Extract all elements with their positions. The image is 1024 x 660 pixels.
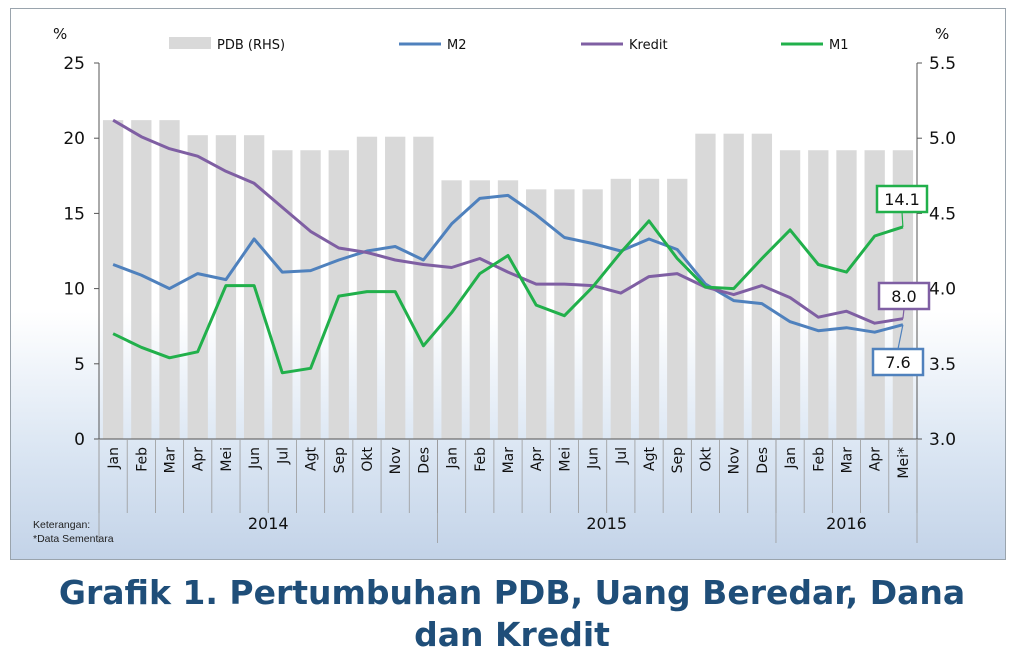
pdb-bar-26 (836, 150, 857, 439)
left-tick-label: 5 (74, 355, 85, 375)
chart-panel: 0 5 10 15 20 25 3.0 3.5 4.0 4.5 5.0 5.5%% Jan Feb Mar A… (10, 8, 1006, 560)
year-label: 2015 (586, 514, 627, 533)
category-label: Apr (868, 447, 884, 471)
category-label: Agt (304, 446, 320, 470)
year-label: 2016 (826, 514, 867, 533)
category-label: Mar (163, 447, 179, 474)
category-label: Feb (811, 447, 827, 472)
pdb-bar-13 (469, 180, 490, 439)
right-tick-label: 4.0 (929, 280, 956, 300)
year-label: 2014 (248, 514, 289, 533)
caption-line-2: dan Kredit (414, 615, 610, 654)
pdb-bar-17 (582, 189, 603, 439)
category-label: Des (416, 447, 432, 474)
pdb-bar-11 (413, 136, 434, 440)
category-label: Apr (191, 447, 207, 471)
category-label: Feb (134, 447, 150, 472)
pdb-bar-18 (610, 178, 631, 440)
legend-label-m1: M1 (829, 38, 849, 53)
category-label: Jun (586, 447, 602, 470)
right-tick-label: 4.5 (929, 204, 956, 224)
pdb-bar-14 (497, 180, 519, 439)
pdb-bar-12 (441, 180, 462, 439)
right-axis-unit: % (935, 25, 949, 43)
annotation-leader-m2 (897, 324, 904, 350)
pdb-bar-3 (187, 135, 208, 439)
category-label: Jul (275, 447, 291, 465)
category-label: Mar (501, 447, 517, 474)
category-label: Jan (445, 447, 461, 470)
pdb-bar-0 (102, 120, 124, 439)
category-label: Nov (388, 447, 404, 474)
left-tick-label: 15 (63, 204, 85, 224)
pdb-bar-10 (385, 136, 406, 440)
legend-label-pdb: PDB (RHS) (217, 38, 285, 53)
category-label: Jan (106, 447, 122, 470)
category-label: Mei* (896, 447, 912, 479)
pdb-bar-22 (723, 133, 744, 440)
pdb-bar-9 (356, 136, 378, 440)
category-label: Des (755, 447, 771, 474)
left-tick-label: 10 (63, 280, 85, 300)
category-label: Apr (529, 447, 545, 471)
category-label: Nov (727, 447, 743, 474)
right-tick-label: 3.5 (929, 355, 956, 375)
left-axis-unit: % (53, 25, 67, 43)
annotation-label-m1: 14.1 (884, 190, 920, 209)
right-tick-label: 5.0 (929, 129, 956, 149)
chart-svg: 0 5 10 15 20 25 3.0 3.5 4.0 4.5 5.0 5.5% % Jan Feb Mar A… (53, 25, 956, 543)
category-label: Jan (783, 447, 799, 470)
right-tick-label: 3.0 (929, 430, 956, 450)
annotation-box-m1 (875, 184, 929, 214)
annotation-box-m2 (871, 347, 925, 377)
annotation-box-kredit (877, 281, 931, 311)
annotation-leader-m1 (901, 211, 904, 227)
category-label: Okt (698, 446, 714, 471)
figure-caption: Grafik 1. Pertumbuhan PDB, Uang Beredar,… (0, 572, 1024, 656)
left-tick-label: 20 (63, 129, 85, 149)
note-heading: Keterangan: (33, 519, 91, 531)
left-tick-label: 0 (74, 430, 85, 450)
category-label: Jul (614, 447, 630, 465)
category-label: Okt (360, 446, 376, 471)
left-tick-label: 25 (63, 54, 85, 74)
category-label: Agt (642, 446, 658, 470)
pdb-bar-20 (667, 178, 688, 440)
note-text: *Data Sementara (33, 533, 114, 545)
annotation-label-m2: 7.6 (885, 353, 910, 372)
category-label: Feb (473, 447, 489, 472)
legend-label-kredit: Kredit (629, 38, 668, 53)
pdb-bar-2 (159, 120, 180, 439)
pdb-bar-6 (272, 150, 293, 439)
caption-line-1: Grafik 1. Pertumbuhan PDB, Uang Beredar,… (58, 573, 966, 612)
annotation-label-kredit: 8.0 (891, 287, 916, 306)
series-line-m2 (112, 193, 904, 334)
category-label: Jun (247, 447, 263, 470)
category-label: Sep (332, 447, 348, 474)
annotation-leader-kredit (902, 308, 905, 319)
series-line-m1 (112, 219, 904, 375)
series-line-kredit (112, 118, 904, 325)
pdb-bar-25 (808, 150, 829, 439)
right-tick-label: 5.5 (929, 54, 956, 74)
category-label: Mei (219, 447, 235, 472)
category-label: Sep (670, 447, 686, 474)
pdb-bar-7 (300, 150, 321, 439)
pdb-bar-15 (526, 189, 547, 439)
legend-label-m2: M2 (447, 38, 467, 53)
category-label: Mei (557, 447, 573, 472)
category-label: Mar (839, 447, 855, 474)
legend-swatch-pdb (169, 37, 211, 49)
pdb-bar-24 (779, 150, 801, 439)
pdb-bar-1 (131, 120, 152, 439)
pdb-bar-19 (638, 178, 660, 440)
